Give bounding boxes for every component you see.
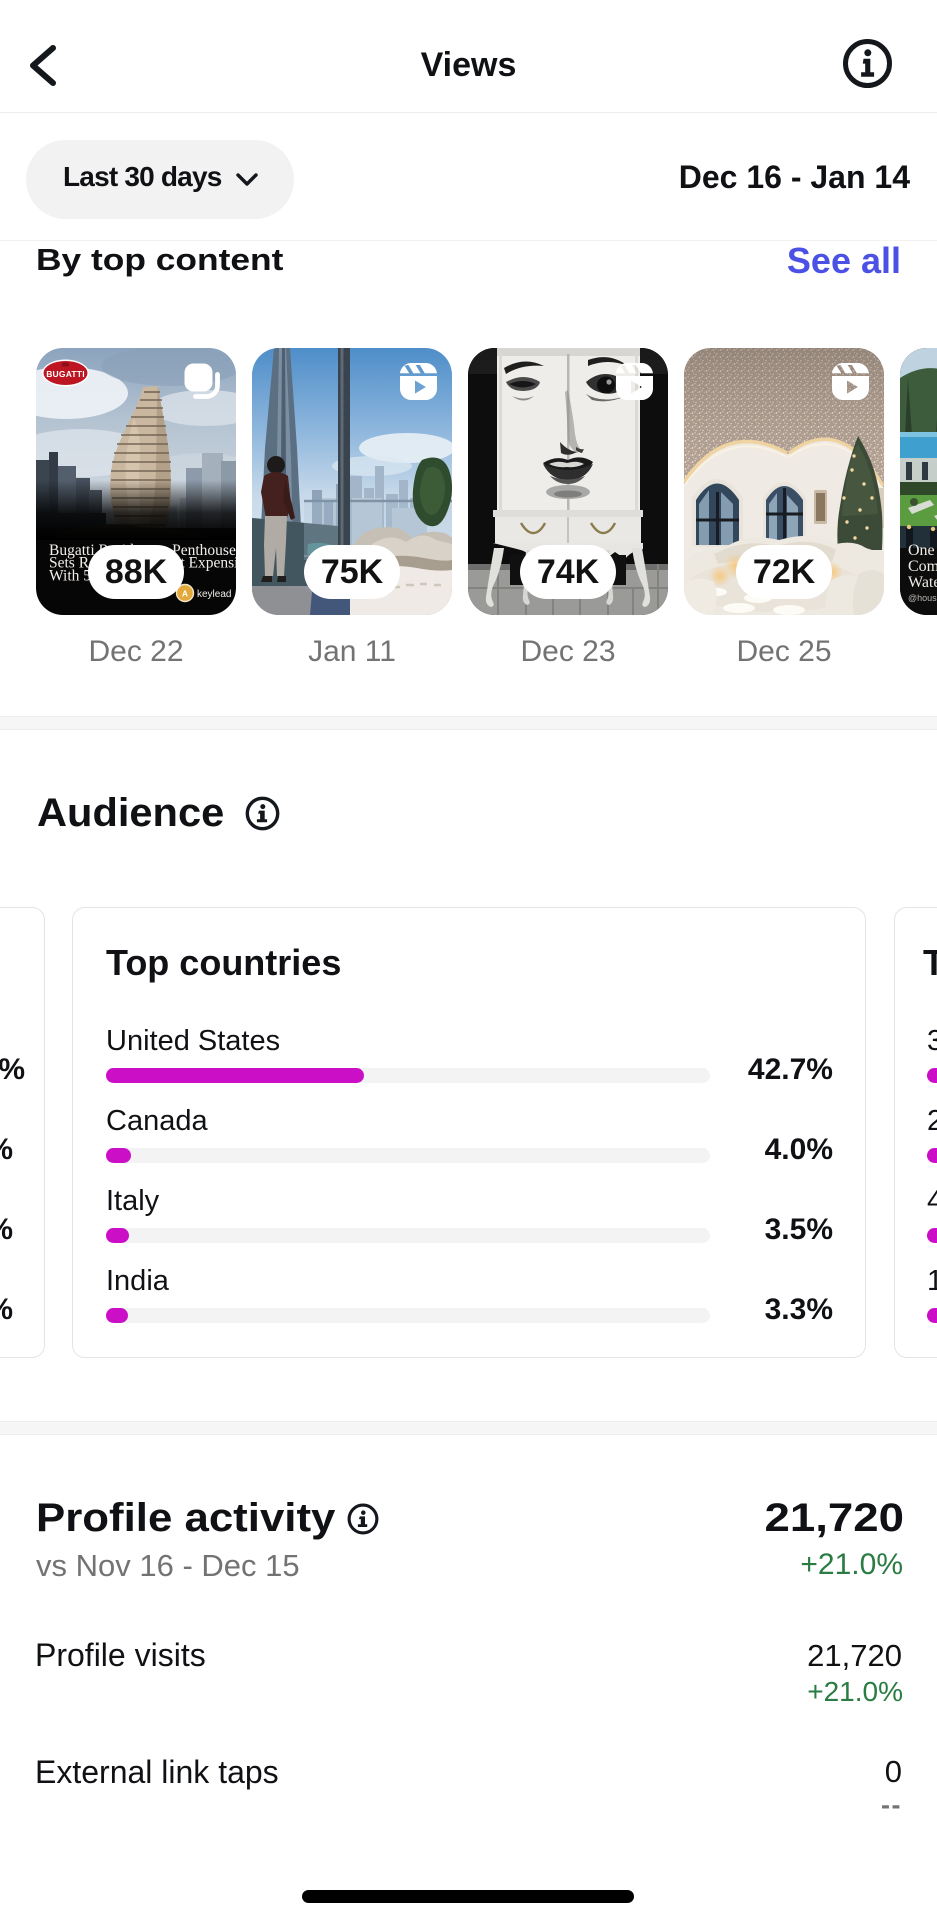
svg-text:keylead: keylead xyxy=(197,589,231,600)
svg-text:@housesq: @housesq xyxy=(908,593,937,603)
svg-text:With 5: With 5 xyxy=(49,568,91,585)
svg-text:Comp: Comp xyxy=(908,558,937,575)
svg-text:BUGATTI: BUGATTI xyxy=(46,369,85,379)
svg-text:Water: Water xyxy=(908,574,937,591)
svg-text:A: A xyxy=(182,589,188,599)
svg-text:One of: One of xyxy=(908,542,937,559)
